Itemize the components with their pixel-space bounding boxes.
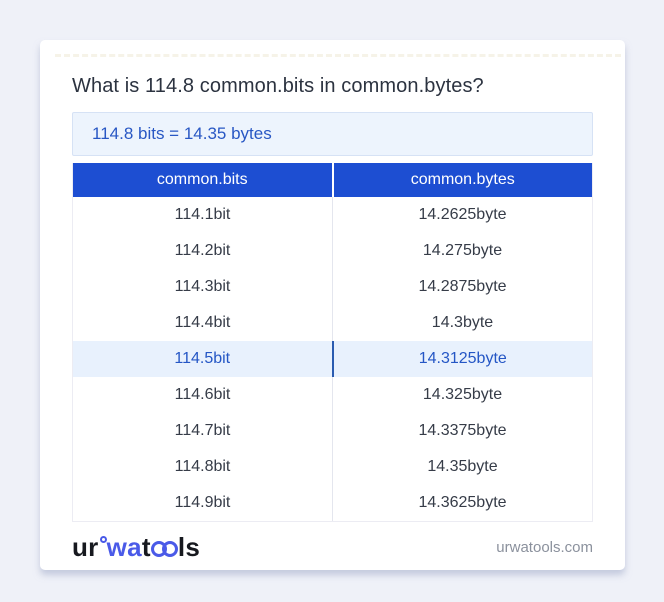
bytes-value-cell[interactable]: 14.325byte (422, 386, 503, 403)
table-header-row: common.bits common.bytes (73, 163, 592, 197)
logo-text-ur: ur (72, 531, 99, 562)
table-row[interactable]: 114.2bit 14.275byte (73, 233, 592, 269)
bits-value-cell[interactable]: 114.9bit (73, 485, 333, 521)
column-header-bits: common.bits (73, 163, 334, 197)
table-body: 114.1bit 14.2625byte 114.2bit 14.275byte… (73, 197, 592, 521)
bits-value-cell[interactable]: 114.7bit (73, 413, 333, 449)
bytes-value-cell[interactable]: 14.3375byte (418, 422, 507, 439)
bits-value-cell[interactable]: 114.5bit (73, 341, 334, 377)
urwatools-logo[interactable]: ur wat ls (72, 532, 200, 563)
logo-text-t: t (141, 531, 151, 562)
bytes-value-cell[interactable]: 14.2625byte (418, 206, 507, 223)
site-domain-text: urwatools.com (496, 538, 593, 556)
table-row[interactable]: 114.7bit 14.3375byte (73, 413, 592, 449)
bytes-value-cell[interactable]: 14.275byte (422, 242, 503, 259)
table-row[interactable]: 114.9bit 14.3625byte (73, 485, 592, 521)
decorative-dashed-line (55, 54, 621, 57)
conversion-table: common.bits common.bytes 114.1bit 14.262… (72, 163, 593, 522)
table-row[interactable]: 114.8bit 14.35byte (73, 449, 592, 485)
bytes-value-cell[interactable]: 14.3125byte (418, 350, 507, 367)
bits-value-cell[interactable]: 114.8bit (73, 449, 333, 485)
table-row[interactable]: 114.5bit 14.3125byte (73, 341, 592, 377)
bits-value-cell[interactable]: 114.3bit (73, 269, 333, 305)
bytes-value-cell[interactable]: 14.3625byte (418, 494, 507, 511)
bits-value-cell[interactable]: 114.1bit (73, 197, 333, 233)
card-footer: ur wat ls urwatools.com (72, 525, 593, 569)
conversion-result-box: 114.8 bits = 14.35 bytes (72, 112, 593, 156)
logo-ring-icon (99, 535, 107, 543)
bytes-value-cell[interactable]: 14.2875byte (418, 278, 507, 295)
bits-value-cell[interactable]: 114.6bit (73, 377, 333, 413)
bytes-value-cell[interactable]: 14.3byte (431, 314, 494, 331)
bits-value-cell[interactable]: 114.2bit (73, 233, 333, 269)
page-title: What is 114.8 common.bits in common.byte… (72, 75, 484, 97)
logo-o-ring-right-icon (161, 540, 178, 557)
bytes-value-cell[interactable]: 14.35byte (427, 458, 498, 475)
bits-value-cell[interactable]: 114.4bit (73, 305, 333, 341)
column-header-bytes: common.bytes (410, 171, 515, 188)
converter-card: What is 114.8 common.bits in common.byte… (40, 40, 625, 570)
logo-text-wa: wa (106, 531, 142, 562)
conversion-result-text: 114.8 bits = 14.35 bytes (92, 124, 272, 143)
table-row[interactable]: 114.1bit 14.2625byte (73, 197, 592, 233)
logo-oo-rings-icon (150, 532, 178, 563)
table-row[interactable]: 114.4bit 14.3byte (73, 305, 592, 341)
table-row[interactable]: 114.6bit 14.325byte (73, 377, 592, 413)
table-row[interactable]: 114.3bit 14.2875byte (73, 269, 592, 305)
logo-text-ls: ls (177, 531, 201, 562)
